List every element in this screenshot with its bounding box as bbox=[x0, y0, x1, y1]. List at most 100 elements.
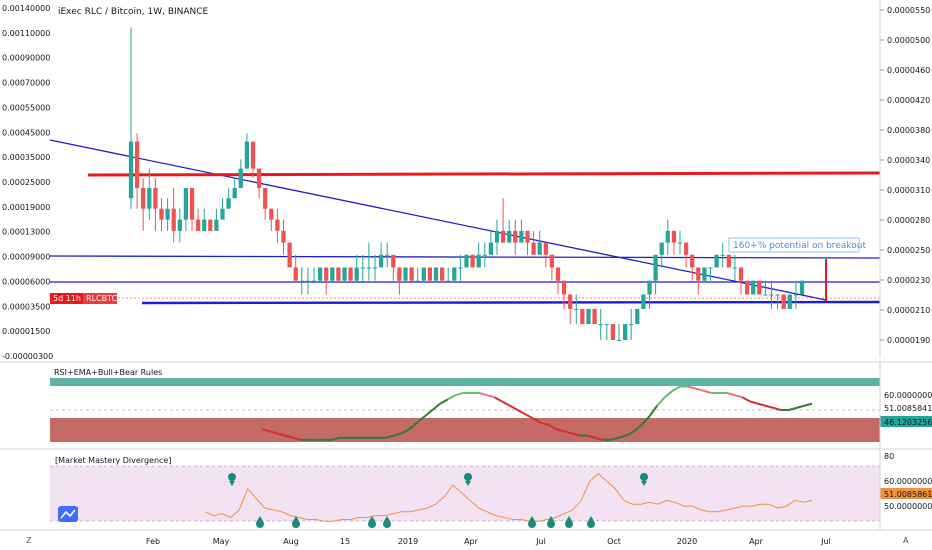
candle-body bbox=[299, 280, 304, 282]
candle-body bbox=[696, 267, 701, 281]
candle-body bbox=[263, 188, 268, 209]
rsi-segment bbox=[486, 394, 495, 399]
x-axis[interactable]: Feb May Aug 15 2019 Apr Jul Oct 2020 Apr Jul bbox=[146, 537, 831, 546]
bullish-divergence-marker bbox=[587, 520, 595, 528]
left-axis-tick: 0.00025000 bbox=[2, 178, 50, 187]
rsi-segment bbox=[656, 396, 666, 407]
right-axis-tick: 0.0000420 bbox=[887, 96, 930, 105]
bullish-divergence-marker bbox=[565, 520, 573, 528]
rsi-segment bbox=[269, 430, 278, 435]
right-axis-tick: 0.0000550 bbox=[887, 6, 930, 15]
candle-body bbox=[458, 267, 463, 269]
rsi-segment bbox=[261, 428, 271, 433]
corner-label-right[interactable]: A bbox=[903, 536, 909, 545]
left-axis-tick: 0.00055000 bbox=[2, 103, 50, 112]
rsi-segment bbox=[633, 424, 643, 433]
x-axis-tick: Oct bbox=[607, 537, 621, 546]
candle-body bbox=[683, 242, 689, 255]
rsi-axis-tick: 46.12032568 bbox=[884, 418, 932, 427]
candle-body bbox=[250, 141, 256, 169]
resistance-level-red[interactable] bbox=[87, 171, 881, 177]
candle-body bbox=[354, 267, 359, 281]
candle-body bbox=[195, 219, 201, 231]
rsi-pane[interactable]: RSI+EMA+Bull+Bear Rules 60.00000000 51.00… bbox=[50, 368, 932, 442]
main-pane[interactable] bbox=[0, 0, 880, 358]
candle-body bbox=[330, 267, 335, 281]
corner-label-left[interactable]: Z bbox=[26, 536, 32, 545]
candle-body bbox=[439, 267, 445, 281]
divergence-axis-tick: 50.00000000 bbox=[884, 502, 932, 511]
candle-body bbox=[208, 219, 213, 231]
rsi-segment bbox=[292, 436, 301, 441]
left-axis-tick: 0.00013000 bbox=[2, 228, 50, 237]
rsi-segment bbox=[517, 409, 526, 416]
rsi-segment bbox=[385, 434, 394, 439]
candle-body bbox=[793, 294, 799, 296]
candle-body bbox=[153, 188, 158, 209]
candle-body bbox=[708, 267, 713, 269]
candle-body bbox=[494, 230, 500, 243]
rsi-pane-label: RSI+EMA+Bull+Bear Rules bbox=[54, 368, 162, 377]
candle-body bbox=[433, 267, 439, 281]
rsi-segment bbox=[431, 402, 441, 411]
candle-body bbox=[360, 267, 365, 269]
candle-body bbox=[616, 340, 622, 341]
candle-body bbox=[610, 324, 616, 340]
rsi-segment bbox=[393, 432, 402, 437]
rsi-segment bbox=[788, 406, 797, 411]
annotation-box[interactable]: 160+% potential on breakout bbox=[728, 237, 866, 253]
support-level-thick[interactable] bbox=[141, 300, 881, 305]
rsi-axis-tick: 60.00000000 bbox=[884, 391, 932, 400]
candle-body bbox=[403, 267, 408, 281]
candle-body bbox=[238, 168, 243, 189]
left-axis[interactable]: 0.00140000 0.00110000 0.00090000 0.00070000… bbox=[2, 4, 53, 361]
candle-body bbox=[409, 267, 414, 281]
left-axis-tick: 0.00045000 bbox=[2, 128, 50, 137]
candle-body bbox=[690, 254, 695, 268]
candle-body bbox=[446, 280, 451, 282]
rsi-segment bbox=[548, 424, 557, 431]
rsi-segment bbox=[540, 421, 549, 426]
candle-body bbox=[177, 219, 182, 231]
candle-body bbox=[763, 294, 768, 296]
candle-body bbox=[141, 188, 146, 209]
candle-body bbox=[702, 267, 707, 281]
candle-body bbox=[366, 267, 372, 269]
rsi-segment bbox=[532, 417, 542, 424]
bullish-divergence-marker bbox=[383, 520, 391, 528]
x-axis-tick: May bbox=[213, 537, 230, 546]
rsi-segment bbox=[509, 404, 519, 411]
right-axis[interactable]: 0.0000550 0.0000500 0.0000460 0.0000420 0.00… bbox=[880, 6, 930, 345]
candle-body bbox=[214, 219, 219, 231]
rsi-segment bbox=[416, 415, 426, 424]
left-axis-tick: -0.00000300 bbox=[2, 352, 53, 361]
candle-body bbox=[464, 254, 469, 268]
price-badge: 5d 11h RLCBTC bbox=[50, 293, 118, 304]
tradingview-logo-icon[interactable] bbox=[58, 506, 78, 522]
candle-body bbox=[232, 188, 237, 199]
left-axis-tick: 0.00035000 bbox=[2, 153, 50, 162]
candle-body bbox=[531, 242, 536, 255]
x-axis-tick: 2019 bbox=[398, 537, 418, 546]
candle-body bbox=[275, 219, 280, 231]
candles bbox=[128, 27, 805, 341]
bullish-divergence-marker bbox=[547, 520, 555, 528]
candle-body bbox=[635, 308, 640, 325]
candle-body bbox=[165, 208, 170, 220]
rsi-segment bbox=[284, 434, 294, 439]
rsi-segment bbox=[571, 432, 580, 437]
divergence-pane[interactable]: [Market Mastery Divergence] 80 60.0000000… bbox=[50, 452, 932, 528]
divergence-axis-tick: 60.00000000 bbox=[884, 477, 932, 486]
right-axis-tick: 0.0000250 bbox=[887, 246, 930, 255]
rsi-segment bbox=[331, 436, 340, 441]
x-axis-tick: 2020 bbox=[677, 537, 697, 546]
candle-body bbox=[732, 267, 738, 269]
right-axis-tick: 0.0000460 bbox=[887, 66, 930, 75]
candle-body bbox=[751, 280, 756, 295]
candle-body bbox=[342, 267, 347, 281]
candle-body bbox=[525, 230, 530, 243]
x-axis-tick: Feb bbox=[146, 537, 160, 546]
candle-body bbox=[507, 230, 512, 243]
rsi-segment bbox=[618, 434, 627, 439]
